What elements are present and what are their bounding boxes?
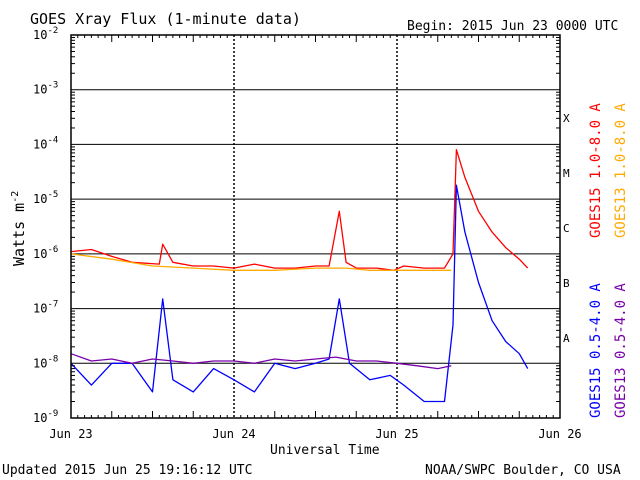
legend-entry: GOES13 0.5-4.0 A — [613, 283, 629, 418]
y-tick-label: 10-4 — [33, 135, 58, 151]
flare-class-label: X — [563, 112, 570, 125]
y-tick-label: 10-6 — [33, 245, 58, 261]
y-axis-label: Watts m-2 — [10, 191, 28, 266]
y-tick-base: 10 — [33, 192, 47, 206]
legend-entry: GOES15 0.5-4.0 A — [588, 283, 604, 418]
series-line — [70, 184, 529, 403]
x-tick-label: Jun 23 — [49, 427, 92, 441]
y-tick-base: 10 — [33, 247, 47, 261]
x-tick-label: Jun 24 — [212, 427, 255, 441]
y-tick-label: 10-9 — [33, 409, 58, 425]
y-axis-label-exponent: -2 — [10, 191, 21, 203]
begin-label: Begin: 2015 Jun 23 0000 UTC — [407, 19, 618, 34]
flare-class-label: M — [563, 167, 570, 180]
y-tick-base: 10 — [33, 356, 47, 370]
updated-timestamp: Updated 2015 Jun 25 19:16:12 UTC — [2, 463, 252, 478]
series-line — [70, 353, 452, 370]
y-tick-label: 10-2 — [33, 26, 58, 42]
y-tick-base: 10 — [33, 83, 47, 97]
flare-class-label: B — [563, 277, 570, 290]
y-tick-exponent: -2 — [47, 26, 58, 36]
series-line — [70, 253, 452, 271]
legend: GOES15 1.0-8.0 A GOES13 1.0-8.0 A GOES15 0… — [588, 103, 629, 418]
y-tick-base: 10 — [33, 28, 47, 42]
flare-class-label: C — [563, 222, 570, 235]
y-tick-exponent: -5 — [47, 190, 58, 200]
y-tick-exponent: -6 — [47, 245, 58, 255]
y-tick-exponent: -9 — [47, 409, 58, 419]
credit-label: NOAA/SWPC Boulder, CO USA — [425, 463, 621, 478]
y-tick-base: 10 — [33, 302, 47, 316]
y-axis-label-text: Watts m — [10, 203, 28, 266]
y-axis-ticks: 10-910-810-710-610-510-410-310-2 — [33, 26, 560, 425]
y-tick-exponent: -3 — [47, 81, 58, 91]
grid-lines — [71, 35, 560, 418]
legend-entry: GOES13 1.0-8.0 A — [613, 103, 629, 238]
y-tick-label: 10-5 — [33, 190, 58, 206]
legend-entry: GOES15 1.0-8.0 A — [588, 103, 604, 238]
y-tick-label: 10-3 — [33, 81, 58, 97]
y-tick-base: 10 — [33, 137, 47, 151]
chart-title: GOES Xray Flux (1-minute data) — [30, 10, 301, 28]
x-tick-label: Jun 25 — [375, 427, 418, 441]
series-line — [70, 149, 529, 271]
y-tick-base: 10 — [33, 411, 47, 425]
x-axis-ticks: Jun 23 Jun 24 Jun 25 Jun 26 — [49, 35, 582, 441]
x-axis-label: Universal Time — [270, 443, 380, 458]
x-tick-label: Jun 26 — [538, 427, 581, 441]
y-tick-exponent: -4 — [47, 135, 58, 145]
y-tick-label: 10-8 — [33, 354, 58, 370]
series-lines — [70, 149, 529, 403]
y-tick-exponent: -7 — [47, 300, 58, 310]
flare-class-labels: A B C M X — [563, 112, 570, 345]
flare-class-label: A — [563, 332, 570, 345]
y-tick-exponent: -8 — [47, 354, 58, 364]
y-tick-label: 10-7 — [33, 300, 58, 316]
